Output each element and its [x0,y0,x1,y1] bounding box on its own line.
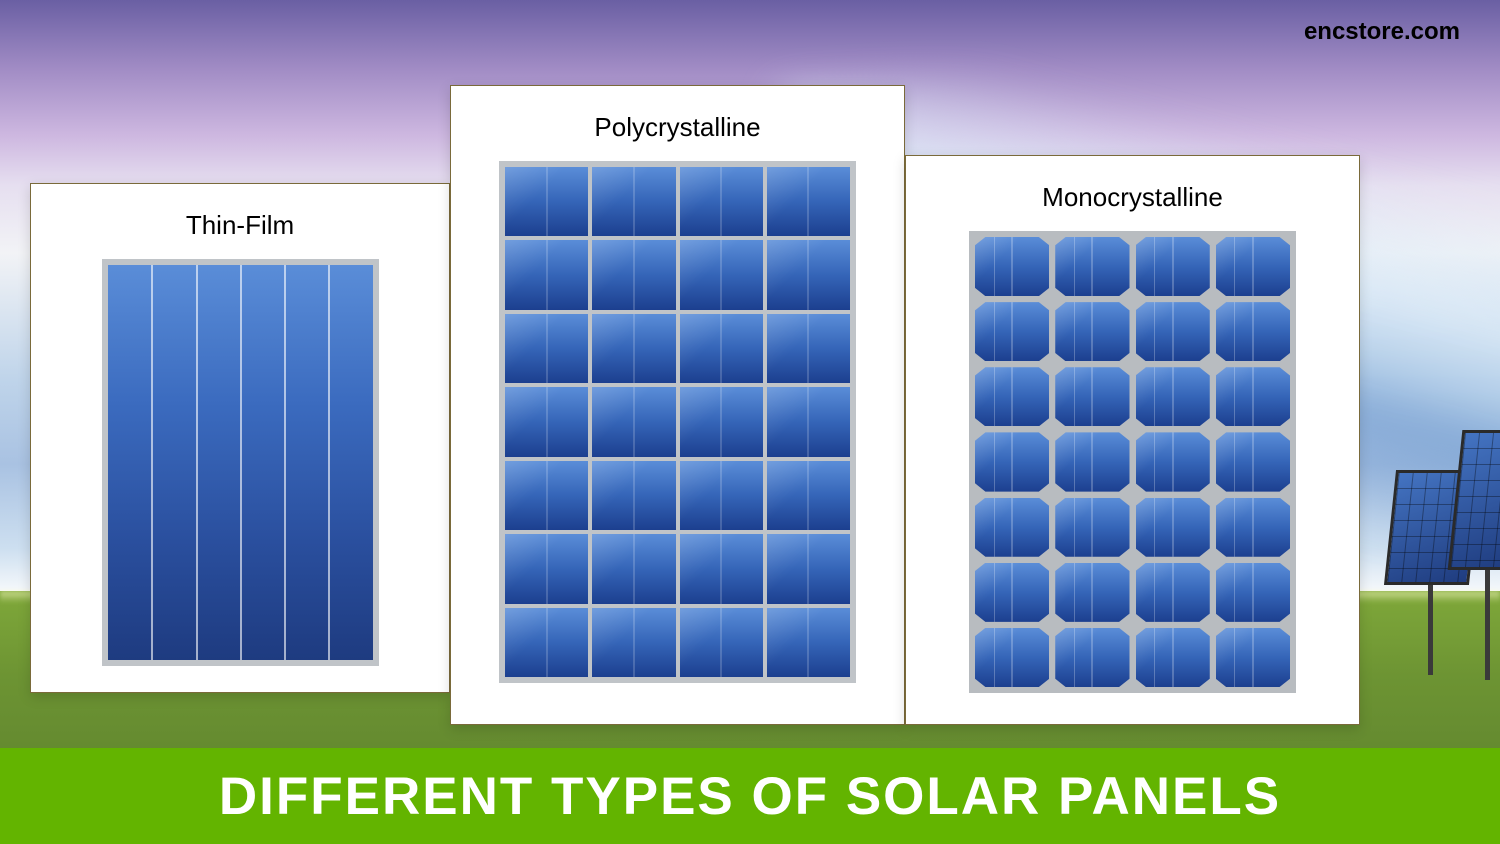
watermark-text: encstore.com [1304,18,1460,46]
card-title-poly: Polycrystalline [594,112,760,143]
mono-cell [1216,302,1290,361]
poly-cell [767,387,850,456]
mono-cell [1216,563,1290,622]
poly-cell [592,534,675,603]
mono-cell [1055,563,1129,622]
poly-cell [767,314,850,383]
poly-cell [592,240,675,309]
mono-cell [1055,367,1129,426]
infographic-stage: encstore.com Thin-Film Polycrystalline M… [0,0,1500,844]
title-banner-text: DIFFERENT TYPES OF SOLAR PANELS [219,766,1281,827]
poly-cell [592,387,675,456]
poly-cell [680,314,763,383]
card-title-mono: Monocrystalline [1042,182,1223,213]
card-thin-film: Thin-Film [30,183,450,693]
poly-cell [505,240,588,309]
mono-cell [1136,563,1210,622]
mono-cell [1136,367,1210,426]
mono-cell [975,432,1049,491]
poly-cell [680,534,763,603]
card-monocrystalline: Monocrystalline [905,155,1360,725]
mono-cell [1136,302,1210,361]
poly-cell [767,608,850,677]
mono-cell [1136,237,1210,296]
card-polycrystalline: Polycrystalline [450,85,905,725]
mono-cell [975,628,1049,687]
mono-cell [1055,432,1129,491]
poly-cell [505,387,588,456]
poly-cell [592,461,675,530]
mono-cell [1136,432,1210,491]
poly-cell [505,534,588,603]
mono-cell [1216,237,1290,296]
mono-cell [1216,628,1290,687]
mono-cell [1136,498,1210,557]
poly-cell [505,167,588,236]
mono-cell [975,498,1049,557]
mono-cell [1216,367,1290,426]
poly-cell [767,240,850,309]
bg-panel-pole [1485,570,1490,680]
thin-film-surface [108,265,373,660]
mono-cell [975,302,1049,361]
mono-cell [975,237,1049,296]
poly-cell [592,314,675,383]
poly-cell [680,167,763,236]
panel-thin-film [102,259,379,666]
poly-cell [680,387,763,456]
poly-cell [680,461,763,530]
panel-polycrystalline [499,161,856,683]
poly-grid [505,167,850,677]
mono-cell [1055,237,1129,296]
bg-panel-pole [1428,585,1433,675]
mono-cell [1136,628,1210,687]
mono-cell [975,563,1049,622]
poly-cell [680,608,763,677]
poly-cell [592,608,675,677]
mono-grid [975,237,1290,687]
poly-cell [505,314,588,383]
mono-cell [1055,302,1129,361]
poly-cell [767,534,850,603]
poly-cell [767,461,850,530]
mono-cell [1055,498,1129,557]
card-title-thin-film: Thin-Film [186,210,294,241]
poly-cell [767,167,850,236]
poly-cell [505,608,588,677]
mono-cell [1216,432,1290,491]
panel-monocrystalline [969,231,1296,693]
title-banner: DIFFERENT TYPES OF SOLAR PANELS [0,748,1500,844]
poly-cell [592,167,675,236]
mono-cell [1216,498,1290,557]
poly-cell [680,240,763,309]
mono-cell [1055,628,1129,687]
poly-cell [505,461,588,530]
mono-cell [975,367,1049,426]
